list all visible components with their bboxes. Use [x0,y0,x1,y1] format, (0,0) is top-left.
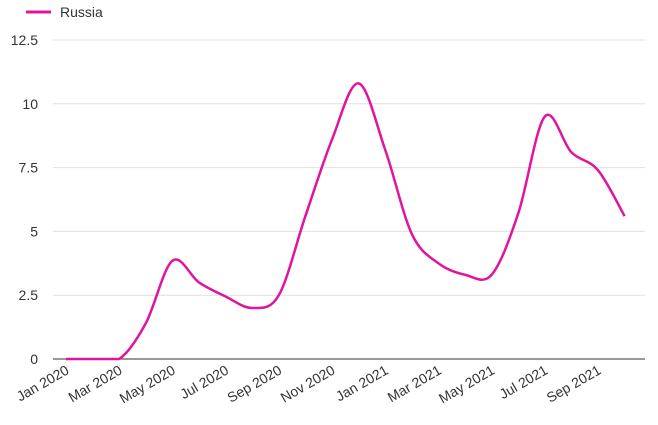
y-tick-label: 7.5 [19,160,39,176]
y-tick-label: 2.5 [19,287,39,303]
x-tick-label: Jan 2020 [14,362,72,405]
x-tick-label: Jul 2020 [177,362,231,402]
x-tick-label: May 2020 [117,362,178,407]
y-tick-label: 0 [30,351,38,367]
x-tick-label: Mar 2020 [65,362,124,406]
y-tick-label: 5 [30,223,38,239]
y-axis-ticks: 0 2.5 5 7.5 10 12.5 [11,32,38,367]
x-tick-label: Nov 2020 [278,362,338,406]
y-tick-label: 12.5 [11,32,38,48]
x-tick-label: Jan 2021 [333,362,391,405]
legend-label-russia: Russia [60,4,103,20]
series-line-russia [66,82,626,361]
x-tick-label: May 2021 [436,362,497,407]
x-tick-label: Sep 2021 [544,362,604,406]
x-tick-label: Mar 2021 [385,362,444,406]
x-tick-label: Jul 2021 [496,362,550,402]
y-tick-label: 10 [22,96,38,112]
gridlines [53,39,645,296]
x-tick-label: Sep 2020 [224,362,284,406]
legend: Russia [26,4,103,20]
series-layer [66,82,626,361]
